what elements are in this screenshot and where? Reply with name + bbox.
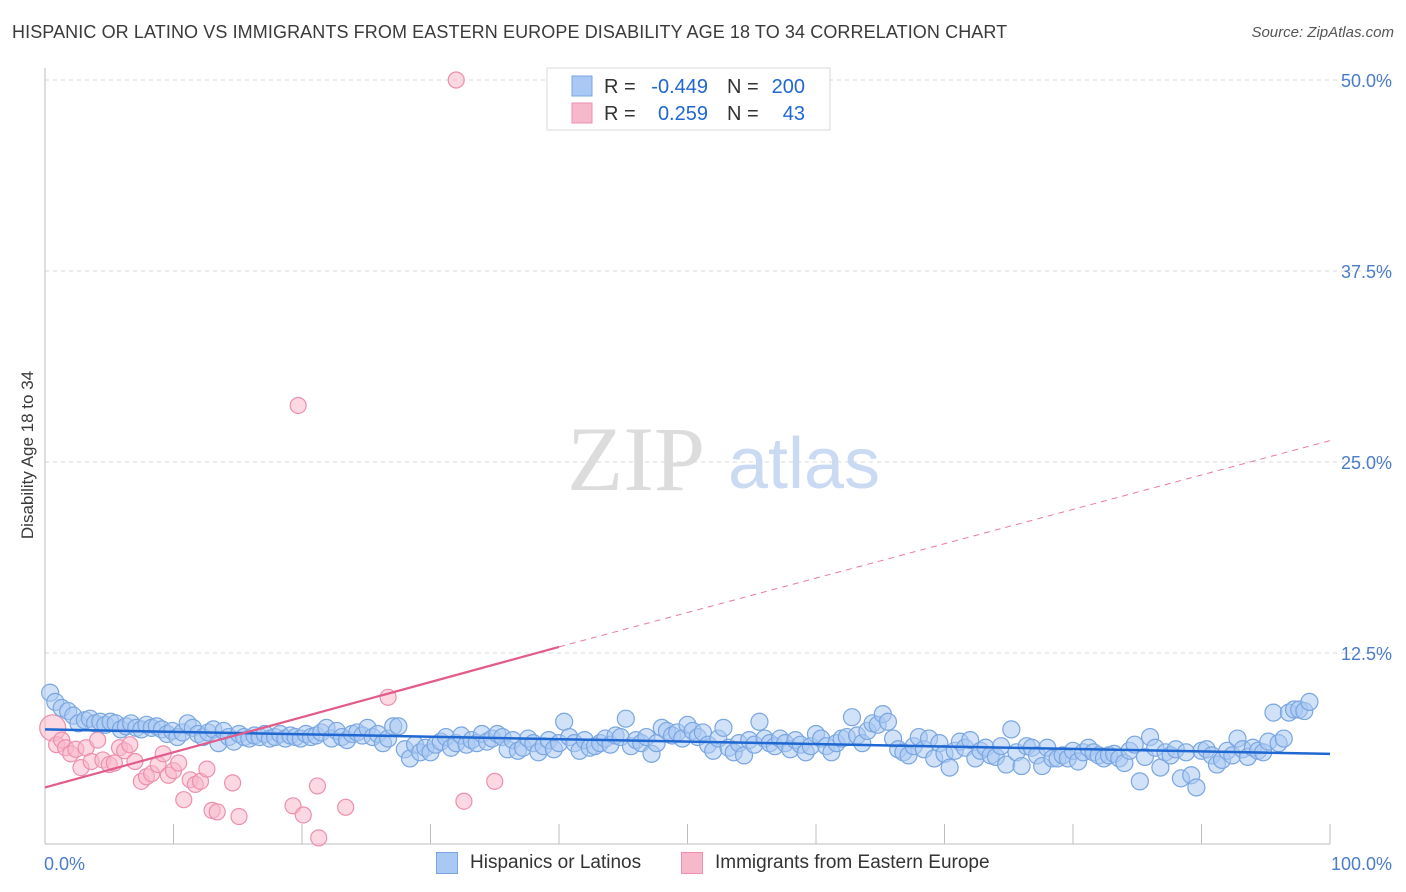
blue-point <box>1187 778 1206 797</box>
legend-n-label-1: N = <box>727 76 759 98</box>
watermark-atlas: atlas <box>728 424 880 504</box>
bottom-legend-item-hispanics: Hispanics or Latinos <box>436 852 641 874</box>
bottom-legend-swatch-pink <box>681 852 703 874</box>
chart-source: Source: ZipAtlas.com <box>1251 24 1394 41</box>
pink-point <box>208 803 226 821</box>
grid-layer <box>45 79 1390 654</box>
trend-line-immigrants <box>44 645 560 789</box>
legend-n-value-1: 200 <box>772 76 805 98</box>
y-tick-label-1: 25.0% <box>1341 453 1392 473</box>
blue-point <box>1002 720 1021 739</box>
pink-point <box>337 798 355 816</box>
blue-point <box>616 709 635 728</box>
pink-point <box>447 71 465 89</box>
pink-point <box>455 792 473 810</box>
legend-swatch-blue <box>571 75 593 97</box>
y-tick-label-3: 50.0% <box>1341 71 1392 91</box>
trend-layer <box>44 440 1331 789</box>
chart-title: HISPANIC OR LATINO VS IMMIGRANTS FROM EA… <box>12 22 1008 42</box>
legend-r-label-2: R = <box>604 103 636 125</box>
legend-r-value-1: -0.449 <box>651 76 708 98</box>
blue-point <box>750 712 769 731</box>
axis-layer <box>44 68 1331 845</box>
blue-point <box>878 712 898 731</box>
blue-point <box>842 708 862 727</box>
blue-point <box>1130 772 1149 791</box>
blue-point <box>1264 703 1283 722</box>
blue-point <box>1300 692 1319 711</box>
pink-point <box>121 736 139 754</box>
legend-r-label-1: R = <box>604 76 636 98</box>
legend-n-label-2: N = <box>727 103 759 125</box>
legend-swatch-pink <box>571 102 593 124</box>
watermark-zip: ZIP <box>567 408 705 510</box>
pink-point <box>310 829 328 847</box>
bottom-legend: Hispanics or Latinos Immigrants from Eas… <box>0 852 1406 880</box>
legend-box: R = -0.449 N = 200 R = 0.259 N = 43 <box>546 67 831 131</box>
blue-point <box>1012 756 1031 776</box>
pink-point <box>486 772 504 790</box>
pink-point <box>224 774 242 792</box>
blue-point <box>940 758 959 777</box>
legend-frame <box>546 67 831 131</box>
blue-point <box>991 737 1011 756</box>
x-tick-label-0: 0.0% <box>44 854 85 874</box>
y-tick-label-2: 37.5% <box>1341 262 1392 282</box>
blue-point <box>555 712 574 731</box>
legend-n-value-2: 43 <box>783 103 805 125</box>
x-tick-label-1: 100.0% <box>1331 854 1392 874</box>
bottom-legend-label-hispanics: Hispanics or Latinos <box>470 852 642 873</box>
pink-point <box>89 731 107 749</box>
bottom-legend-swatch-blue <box>436 852 458 874</box>
trend-line-hispanics <box>44 728 1331 756</box>
pink-point <box>308 777 327 795</box>
pink-point <box>175 791 193 809</box>
blue-point <box>389 717 408 736</box>
series-immigrants-eastern-europe-points <box>39 71 504 847</box>
bottom-legend-label-immigrants: Immigrants from Eastern Europe <box>715 852 990 873</box>
trend-line-immigrants-extension <box>558 440 1331 648</box>
blue-point <box>714 718 733 737</box>
pink-point <box>289 396 307 415</box>
pink-point <box>294 806 312 824</box>
legend-r-value-2: 0.259 <box>658 103 708 125</box>
pink-point <box>230 807 248 826</box>
tick-label-layer: 12.5% 25.0% 37.5% 50.0% 0.0% 100.0% <box>44 71 1392 874</box>
watermark: ZIP atlas <box>567 408 880 510</box>
pink-point <box>170 754 188 772</box>
y-tick-label-0: 12.5% <box>1341 644 1392 664</box>
pink-point <box>198 760 216 778</box>
blue-point <box>1274 729 1293 748</box>
bottom-legend-item-immigrants: Immigrants from Eastern Europe <box>681 852 990 874</box>
